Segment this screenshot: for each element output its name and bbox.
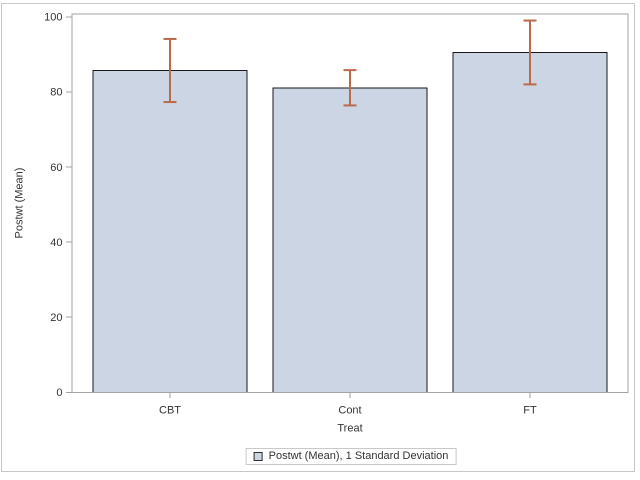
y-tick-label: 20 (50, 312, 62, 324)
x-category-label: FT (523, 404, 537, 416)
y-axis-title: Postwt (Mean) (13, 167, 26, 239)
y-tick-label: 60 (50, 162, 62, 174)
y-tick-label: 40 (50, 237, 62, 249)
bar-ft (452, 51, 608, 393)
x-category-label: CBT (159, 404, 181, 416)
bar-cbt (92, 69, 248, 393)
y-tick-label: 80 (50, 87, 62, 99)
y-tick-label: 100 (44, 12, 62, 24)
legend: Postwt (Mean), 1 Standard Deviation (245, 448, 457, 465)
legend-label: Postwt (Mean), 1 Standard Deviation (268, 450, 449, 462)
x-category-label: Cont (338, 404, 361, 416)
bar-cont (272, 87, 428, 393)
y-tick-label: 0 (56, 387, 62, 399)
legend-swatch-icon (253, 452, 263, 461)
x-axis-title: Treat (337, 422, 363, 435)
